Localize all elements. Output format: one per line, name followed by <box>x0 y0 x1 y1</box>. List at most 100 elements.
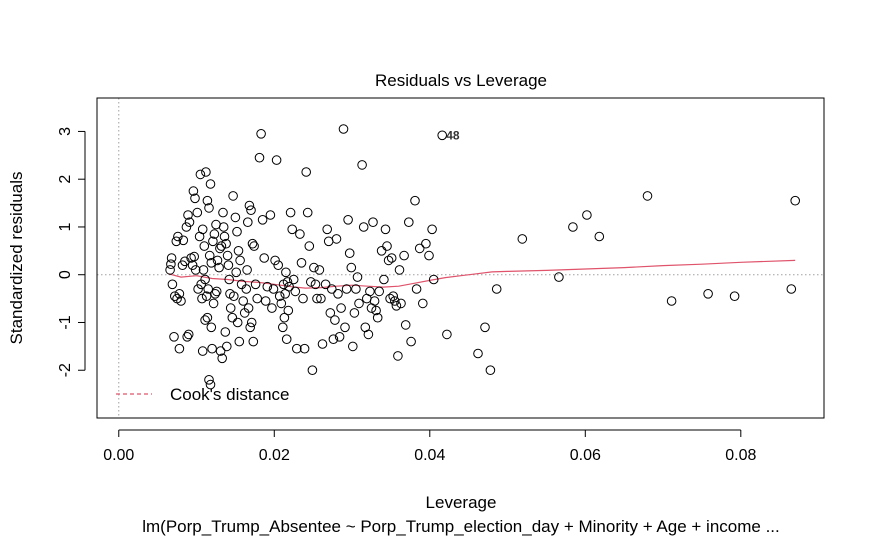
data-point-197 <box>418 298 428 309</box>
data-point-192 <box>404 217 414 227</box>
data-point-8 <box>171 236 182 247</box>
data-point-181 <box>383 255 394 266</box>
data-point-189 <box>396 298 406 309</box>
data-point-215 <box>703 289 713 299</box>
data-point-149 <box>330 315 340 325</box>
data-point-102 <box>257 215 268 225</box>
data-point-54 <box>211 286 222 297</box>
data-point-176 <box>374 286 385 297</box>
data-point-17 <box>181 222 192 232</box>
data-point-131 <box>299 343 310 354</box>
data-point-59 <box>218 207 228 218</box>
data-point-161 <box>349 308 360 318</box>
data-point-106 <box>265 210 276 220</box>
data-point-74 <box>204 375 214 385</box>
data-point-138 <box>310 279 321 290</box>
data-point-173 <box>369 296 380 306</box>
data-point-203 <box>442 329 452 340</box>
y-axis-label: Standardized residuals <box>7 172 26 345</box>
data-point-11 <box>180 256 190 267</box>
y-tick-label: 0 <box>57 270 74 279</box>
data-point-129 <box>296 258 307 268</box>
data-point-210 <box>568 222 578 232</box>
data-point-143 <box>320 279 331 290</box>
chart-title: Residuals vs Leverage <box>375 71 547 90</box>
data-point-116 <box>281 267 291 278</box>
data-point-122 <box>290 286 301 297</box>
data-point-58 <box>216 241 227 251</box>
data-point-90 <box>246 205 256 215</box>
data-point-87 <box>234 336 245 347</box>
x-tick-label: 0.02 <box>259 447 290 464</box>
x-tick-label: 0.00 <box>103 447 134 464</box>
data-point-16 <box>178 235 189 246</box>
data-point-145 <box>323 236 334 247</box>
data-point-30 <box>197 224 208 235</box>
data-point-126 <box>281 334 292 345</box>
data-point-52 <box>208 298 219 309</box>
data-point-153 <box>336 303 346 313</box>
y-tick-label: -1 <box>57 315 74 329</box>
data-point-193 <box>406 336 416 347</box>
data-point-137 <box>309 262 319 273</box>
data-point-139 <box>312 293 322 304</box>
data-point-128 <box>295 229 305 239</box>
data-point-97 <box>245 322 255 333</box>
data-point-165 <box>357 160 367 170</box>
data-point-163 <box>352 272 363 282</box>
data-point-64 <box>223 260 234 271</box>
data-point-76 <box>230 212 241 223</box>
data-point-180 <box>382 241 392 251</box>
data-point-44 <box>208 236 218 247</box>
data-point-6 <box>167 279 178 290</box>
data-point-60 <box>218 222 229 232</box>
data-point-78 <box>233 246 244 256</box>
data-point-169 <box>363 329 374 340</box>
data-point-3 <box>170 291 180 302</box>
data-point-48 <box>197 346 208 356</box>
data-point-201 <box>428 274 439 285</box>
data-point-209 <box>554 272 564 282</box>
data-point-110 <box>271 155 282 165</box>
data-point-162 <box>351 284 361 294</box>
data-point-99 <box>248 336 259 347</box>
data-point-12 <box>182 332 192 342</box>
data-point-34 <box>202 195 213 206</box>
data-point-178 <box>379 274 389 285</box>
data-point-22 <box>189 251 199 262</box>
data-point-95 <box>242 265 252 275</box>
data-point-47 <box>207 343 217 354</box>
data-point-103 <box>259 253 270 263</box>
data-point-115 <box>279 312 290 323</box>
data-point-119 <box>285 207 296 218</box>
data-point-158 <box>344 248 355 258</box>
data-point-170 <box>365 286 375 297</box>
data-point-195 <box>411 284 422 294</box>
data-point-1 <box>166 253 177 263</box>
data-point-0 <box>166 259 176 270</box>
data-point-135 <box>306 277 316 287</box>
data-point-150 <box>331 234 342 244</box>
data-point-199 <box>424 250 434 261</box>
data-point-141 <box>316 293 326 304</box>
data-point-157 <box>343 215 353 225</box>
data-point-202 <box>437 130 448 141</box>
data-point-94 <box>252 293 263 304</box>
smooth-curve <box>168 259 796 289</box>
data-point-72 <box>220 327 231 337</box>
data-point-5 <box>174 289 185 299</box>
data-point-213 <box>642 191 653 201</box>
data-point-70 <box>215 346 226 356</box>
data-point-53 <box>210 289 220 299</box>
data-point-140 <box>314 265 325 275</box>
x-axis-label: Leverage <box>426 493 497 512</box>
data-point-124 <box>278 279 289 290</box>
data-point-146 <box>325 308 336 318</box>
data-point-175 <box>372 312 383 323</box>
data-point-142 <box>317 339 328 349</box>
data-point-190 <box>399 250 409 261</box>
data-point-23 <box>190 265 201 275</box>
data-point-187 <box>393 351 403 361</box>
data-point-71 <box>217 353 227 364</box>
y-tick-label: -2 <box>57 363 74 377</box>
